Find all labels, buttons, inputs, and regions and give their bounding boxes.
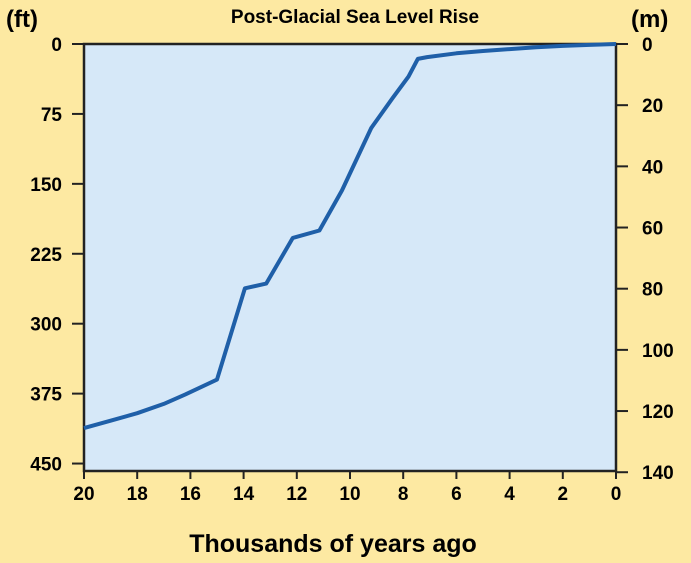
- chart-title: Post-Glacial Sea Level Rise: [231, 7, 479, 28]
- x-tick-label: 20: [73, 484, 94, 505]
- right-y-tick-label: 20: [642, 96, 663, 117]
- right-y-tick-label: 80: [642, 280, 663, 301]
- x-tick-label: 16: [180, 484, 201, 505]
- left-y-tick-label: 0: [51, 35, 62, 56]
- x-tick-label: 0: [611, 484, 622, 505]
- x-tick-label: 8: [398, 484, 409, 505]
- right-y-tick-label: 100: [642, 341, 674, 362]
- x-tick-label: 4: [504, 484, 515, 505]
- right-y-tick-label: 0: [642, 35, 653, 56]
- plot-area: [82, 42, 618, 473]
- x-tick-label: 2: [558, 484, 569, 505]
- left-y-tick-label: 375: [30, 385, 62, 406]
- right-axis-unit: (m): [631, 6, 668, 33]
- x-tick-label: 12: [286, 484, 307, 505]
- left-y-tick-label: 300: [30, 315, 62, 336]
- left-y-tick-label: 75: [41, 105, 63, 126]
- right-y-tick-label: 60: [642, 219, 663, 240]
- right-y-tick-label: 120: [642, 402, 674, 423]
- series-line: [83, 42, 617, 431]
- left-y-tick-label: 225: [30, 245, 62, 266]
- x-tick-label: 10: [339, 484, 360, 505]
- left-y-tick-label: 450: [30, 455, 62, 476]
- x-tick-label: 6: [451, 484, 462, 505]
- left-axis-unit: (ft): [6, 6, 38, 33]
- x-tick-label: 14: [233, 484, 255, 505]
- x-tick-label: 18: [127, 484, 148, 505]
- left-y-tick-label: 150: [30, 175, 62, 196]
- right-y-tick-label: 140: [642, 463, 674, 484]
- right-y-tick-label: 40: [642, 157, 663, 178]
- x-axis-label: Thousands of years ago: [189, 530, 477, 558]
